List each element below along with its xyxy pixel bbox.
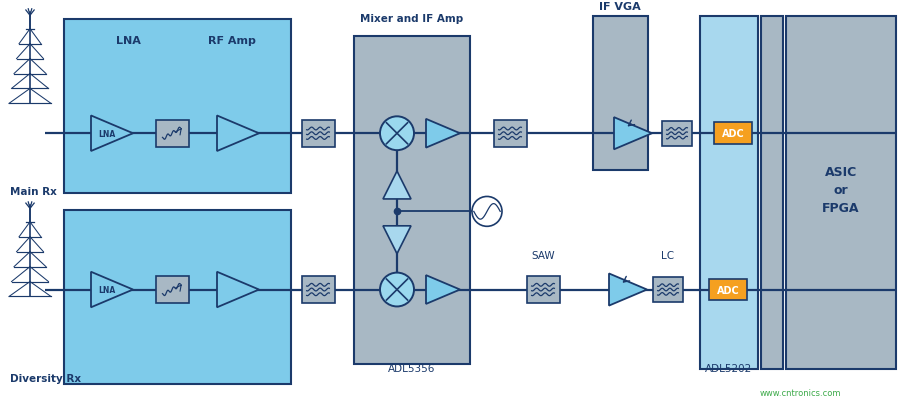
Text: ADL5202: ADL5202	[705, 363, 753, 373]
Bar	[593, 17, 648, 171]
Bar	[761, 17, 783, 369]
Text: Mixer and IF Amp: Mixer and IF Amp	[360, 14, 463, 23]
Bar	[714, 123, 752, 145]
Text: Main Rx: Main Rx	[10, 186, 56, 196]
Bar	[156, 276, 188, 303]
Polygon shape	[614, 118, 652, 150]
Bar	[354, 36, 470, 364]
Text: LC: LC	[662, 250, 674, 260]
Text: ASIC
or
FPGA: ASIC or FPGA	[823, 166, 860, 215]
Text: LNA: LNA	[98, 285, 116, 294]
Bar	[301, 276, 335, 303]
Polygon shape	[217, 116, 259, 151]
Text: RF Amp: RF Amp	[208, 36, 256, 45]
Bar	[786, 17, 896, 369]
Text: Diversity Rx: Diversity Rx	[10, 373, 81, 383]
Bar	[301, 121, 335, 147]
Polygon shape	[217, 272, 259, 307]
Bar	[64, 210, 291, 384]
Text: IF VGA: IF VGA	[599, 2, 641, 12]
Bar	[709, 279, 747, 301]
Bar	[527, 276, 560, 303]
Text: www.cntronics.com: www.cntronics.com	[759, 388, 841, 397]
Polygon shape	[426, 275, 460, 304]
Text: LNA: LNA	[116, 36, 140, 45]
Polygon shape	[383, 172, 411, 199]
Polygon shape	[91, 116, 133, 151]
Text: SAW: SAW	[531, 250, 555, 260]
Text: ADL5356: ADL5356	[389, 363, 436, 373]
Text: ADC: ADC	[722, 129, 744, 139]
Polygon shape	[609, 274, 647, 306]
Bar	[700, 17, 758, 369]
Text: ADC: ADC	[717, 285, 739, 295]
Polygon shape	[426, 119, 460, 148]
Bar	[662, 122, 692, 146]
Bar	[156, 121, 188, 147]
Bar	[493, 121, 527, 147]
Text: LNA: LNA	[98, 130, 116, 139]
Bar	[653, 277, 683, 302]
Bar	[64, 20, 291, 194]
Circle shape	[380, 273, 414, 307]
Polygon shape	[91, 272, 133, 307]
Circle shape	[472, 197, 502, 227]
Polygon shape	[383, 226, 411, 254]
Circle shape	[380, 117, 414, 151]
